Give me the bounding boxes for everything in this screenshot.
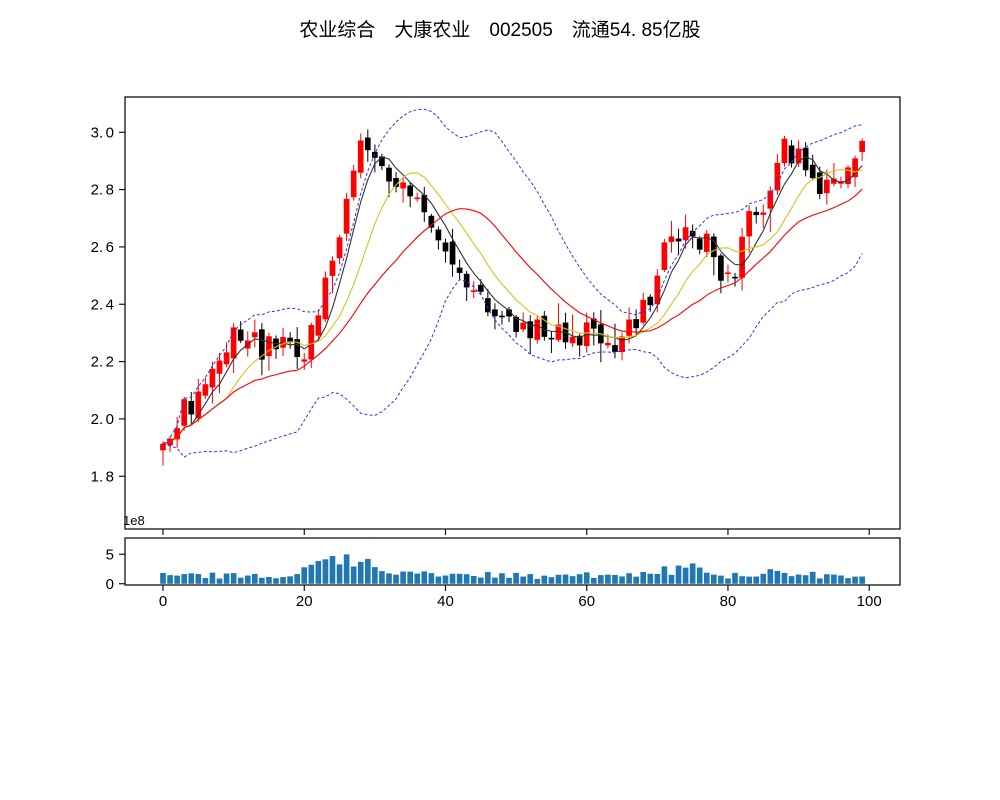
svg-text:2. 4: 2. 4 [91,296,114,313]
svg-text:2. 0: 2. 0 [91,411,114,428]
svg-text:20: 20 [296,593,313,610]
svg-text:100: 100 [857,593,882,610]
svg-text:3. 0: 3. 0 [91,124,114,141]
svg-text:2. 6: 2. 6 [91,239,114,256]
svg-text:1e8: 1e8 [123,513,145,528]
svg-text:2. 8: 2. 8 [91,182,114,199]
svg-text:0: 0 [159,593,167,610]
svg-text:2. 2: 2. 2 [91,354,114,371]
svg-text:60: 60 [578,593,595,610]
svg-text:80: 80 [720,593,737,610]
svg-text:40: 40 [437,593,454,610]
svg-text:0: 0 [106,576,114,593]
svg-text:5: 5 [106,546,114,563]
svg-text:1. 8: 1. 8 [91,468,114,485]
